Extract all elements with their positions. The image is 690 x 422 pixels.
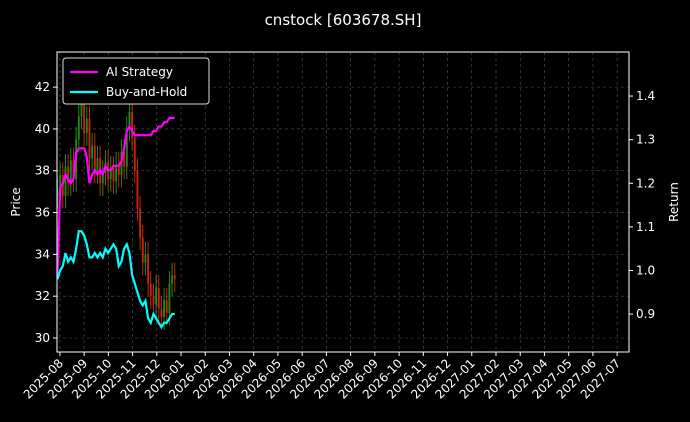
legend-box xyxy=(62,57,210,105)
y-tick-label: 32 xyxy=(35,289,50,303)
y2-tick-label: 1.2 xyxy=(636,176,655,190)
candle-body xyxy=(112,168,115,182)
candle-body xyxy=(165,300,168,313)
candle-body xyxy=(67,166,70,184)
candle-body xyxy=(139,208,142,238)
candle-body xyxy=(85,118,88,134)
candle-body xyxy=(171,275,174,284)
candle-body xyxy=(149,283,152,297)
candle-body xyxy=(88,118,91,159)
legend: AI Strategy Buy-and-Hold xyxy=(62,57,210,105)
candle-body xyxy=(141,237,144,263)
candle-body xyxy=(133,137,136,171)
legend-label: Buy-and-Hold xyxy=(106,85,187,99)
y2-axis-label: Return xyxy=(667,182,681,222)
candle-body xyxy=(83,103,86,134)
y2-tick-label: 1.0 xyxy=(636,263,655,277)
candle-body xyxy=(59,174,62,192)
candle-body xyxy=(93,145,96,171)
candle-body xyxy=(163,300,166,318)
y-tick-label: 30 xyxy=(35,331,50,345)
candle-body xyxy=(123,151,126,167)
candle-body xyxy=(155,287,158,305)
y-tick-label: 36 xyxy=(35,206,50,220)
plot-frame xyxy=(56,51,630,353)
chart-title: cnstock [603678.SH] xyxy=(265,11,422,29)
candle-body xyxy=(61,174,64,196)
candle-body xyxy=(144,254,147,263)
candle-body xyxy=(128,112,131,129)
candle-body xyxy=(117,164,120,175)
candle-body xyxy=(157,287,160,309)
candle-body xyxy=(109,168,112,180)
y2-tick-label: 0.9 xyxy=(636,307,655,321)
y2-tick-label: 1.1 xyxy=(636,220,655,234)
candle-body xyxy=(77,116,80,140)
candle-body xyxy=(125,128,128,167)
y-tick-label: 38 xyxy=(35,164,50,178)
candle-body xyxy=(147,254,150,284)
y-tick-label: 42 xyxy=(35,80,50,94)
y-tick-label: 40 xyxy=(35,122,50,136)
y2-tick-label: 1.4 xyxy=(636,89,655,103)
return-line xyxy=(56,116,175,275)
candle-body xyxy=(101,172,104,184)
return-line xyxy=(56,230,175,330)
y2-tick-label: 1.3 xyxy=(636,133,655,147)
candle-body xyxy=(136,170,139,209)
candle-body xyxy=(131,112,134,138)
candle-body xyxy=(91,145,94,159)
candle-body xyxy=(96,158,99,171)
legend-label: AI Strategy xyxy=(106,65,173,79)
y-tick-label: 34 xyxy=(35,247,50,261)
candle-body xyxy=(64,166,67,196)
candle-body xyxy=(152,296,155,305)
candle-body xyxy=(80,103,83,117)
candle-body xyxy=(173,275,176,280)
candle-body xyxy=(115,164,118,182)
y-axis-label: Price xyxy=(9,187,23,216)
candle-body xyxy=(69,160,72,184)
candle-body xyxy=(168,283,171,313)
candle-body xyxy=(160,308,163,318)
